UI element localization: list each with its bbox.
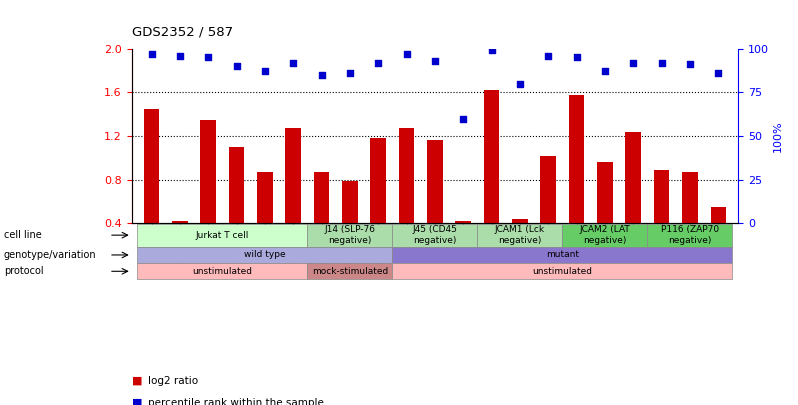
- Bar: [710, 207, 726, 224]
- Y-axis label: 100%: 100%: [773, 120, 783, 152]
- Bar: [314, 172, 330, 224]
- Text: unstimulated: unstimulated: [532, 267, 592, 276]
- Bar: [484, 90, 500, 224]
- Point: [485, 47, 498, 53]
- Point: [429, 58, 441, 64]
- Point: [571, 54, 583, 61]
- Text: JCAM2 (LAT
negative): JCAM2 (LAT negative): [579, 226, 630, 245]
- Point: [286, 60, 299, 66]
- Bar: [626, 132, 641, 224]
- Text: protocol: protocol: [4, 266, 44, 276]
- Text: GDS2352 / 587: GDS2352 / 587: [132, 26, 233, 38]
- Text: ■: ■: [132, 376, 142, 386]
- Bar: [647, 224, 733, 247]
- Bar: [512, 219, 527, 224]
- Bar: [393, 247, 733, 263]
- Text: Jurkat T cell: Jurkat T cell: [196, 230, 249, 240]
- Text: mock-stimulated: mock-stimulated: [312, 267, 388, 276]
- Bar: [137, 224, 307, 247]
- Bar: [427, 141, 443, 224]
- Bar: [370, 138, 386, 224]
- Point: [514, 80, 527, 87]
- Point: [230, 63, 243, 69]
- Bar: [597, 162, 613, 224]
- Point: [684, 61, 697, 68]
- Bar: [307, 263, 393, 279]
- Bar: [682, 172, 697, 224]
- Point: [202, 54, 215, 61]
- Point: [627, 60, 640, 66]
- Point: [598, 68, 611, 75]
- Text: unstimulated: unstimulated: [192, 267, 252, 276]
- Text: J14 (SLP-76
negative): J14 (SLP-76 negative): [325, 226, 375, 245]
- Point: [457, 115, 470, 122]
- Point: [315, 72, 328, 78]
- Point: [655, 60, 668, 66]
- Point: [343, 70, 356, 76]
- Text: cell line: cell line: [4, 230, 41, 240]
- Bar: [257, 172, 273, 224]
- Text: genotype/variation: genotype/variation: [4, 250, 97, 260]
- Point: [259, 68, 271, 75]
- Text: percentile rank within the sample: percentile rank within the sample: [148, 398, 323, 405]
- Bar: [286, 128, 301, 224]
- Text: mutant: mutant: [546, 250, 579, 260]
- Bar: [137, 247, 393, 263]
- Bar: [393, 224, 477, 247]
- Point: [173, 52, 186, 59]
- Bar: [137, 263, 307, 279]
- Bar: [654, 170, 670, 224]
- Bar: [399, 128, 414, 224]
- Text: ■: ■: [132, 398, 142, 405]
- Text: wild type: wild type: [244, 250, 286, 260]
- Point: [400, 51, 413, 57]
- Bar: [393, 263, 733, 279]
- Bar: [540, 156, 556, 224]
- Bar: [200, 119, 216, 224]
- Bar: [342, 181, 358, 224]
- Point: [372, 60, 385, 66]
- Point: [542, 52, 555, 59]
- Point: [145, 51, 158, 57]
- Bar: [456, 221, 471, 224]
- Text: P116 (ZAP70
negative): P116 (ZAP70 negative): [661, 226, 719, 245]
- Text: JCAM1 (Lck
negative): JCAM1 (Lck negative): [495, 226, 545, 245]
- Text: log2 ratio: log2 ratio: [148, 376, 198, 386]
- Bar: [563, 224, 647, 247]
- Bar: [229, 147, 244, 224]
- Text: J45 (CD45
negative): J45 (CD45 negative): [413, 226, 457, 245]
- Bar: [144, 109, 160, 224]
- Point: [712, 70, 725, 76]
- Bar: [172, 221, 188, 224]
- Bar: [307, 224, 393, 247]
- Bar: [569, 94, 584, 224]
- Bar: [477, 224, 563, 247]
